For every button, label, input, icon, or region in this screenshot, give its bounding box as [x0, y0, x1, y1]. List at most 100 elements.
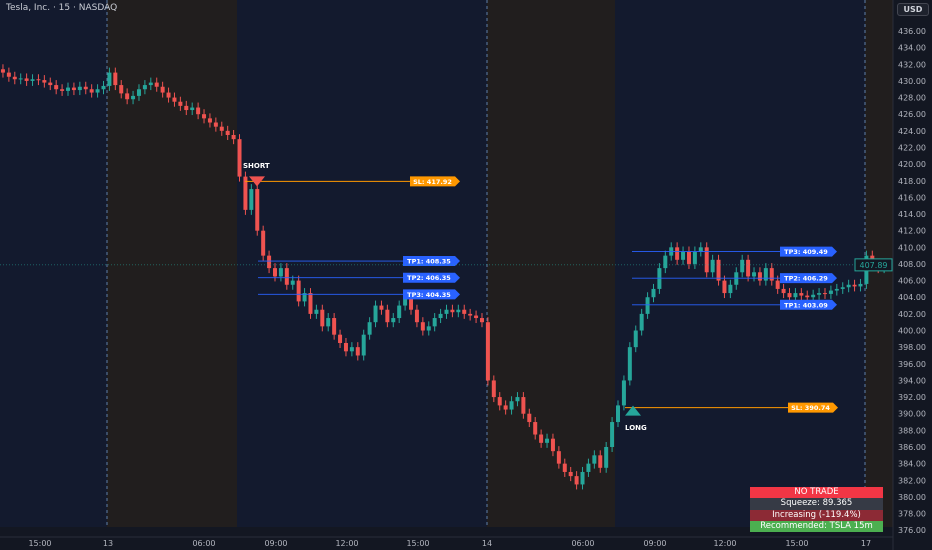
y-tick-label: 414.00	[898, 210, 926, 219]
candle-body	[627, 347, 632, 381]
y-tick-label: 432.00	[898, 60, 926, 69]
take-profit-tag	[780, 299, 837, 310]
candle-body	[166, 92, 171, 98]
candle-body	[781, 288, 786, 294]
candle-body	[249, 189, 254, 210]
candle-body	[403, 297, 408, 306]
candle-body	[852, 284, 857, 287]
candle-body	[432, 318, 437, 327]
y-tick-label: 422.00	[898, 143, 926, 152]
candle-body	[202, 114, 207, 119]
candle-body	[592, 455, 597, 464]
candle-body	[136, 89, 141, 96]
y-tick-label: 400.00	[898, 327, 926, 336]
candle-body	[846, 284, 851, 288]
recommend-row: Recommended: TSLA 15m	[750, 520, 883, 533]
candle-body	[18, 78, 23, 80]
session-background	[615, 0, 865, 527]
x-tick-label: 06:00	[192, 539, 215, 548]
candle-body	[113, 72, 118, 86]
stop-loss-tag	[788, 402, 838, 413]
take-profit-label: TP3: 404.35	[407, 291, 451, 299]
y-tick-label: 434.00	[898, 44, 926, 53]
candle-body	[604, 447, 609, 468]
candle-body	[580, 471, 585, 485]
candle-body	[468, 313, 473, 316]
candle-body	[651, 288, 656, 298]
session-background	[107, 0, 237, 527]
y-tick-label: 398.00	[898, 343, 926, 352]
take-profit-label: TP2: 406.35	[407, 274, 451, 282]
take-profit-label: TP2: 406.29	[784, 275, 828, 283]
y-tick-label: 436.00	[898, 27, 926, 36]
candle-body	[397, 305, 402, 319]
candle-body	[154, 82, 159, 87]
candle-body	[474, 315, 479, 319]
candle-body	[633, 330, 638, 348]
candle-body	[639, 313, 644, 331]
x-tick-label: 15:00	[406, 539, 429, 548]
candle-body	[302, 293, 307, 302]
candle-body	[817, 293, 822, 295]
x-tick-label: 15:00	[28, 539, 51, 548]
candle-body	[225, 130, 230, 135]
candle-body	[811, 294, 816, 298]
candle-body	[320, 309, 325, 327]
candle-body	[367, 322, 372, 335]
candle-body	[77, 86, 82, 91]
candle-body	[497, 397, 502, 406]
signal-label: LONG	[625, 424, 647, 432]
candle-body	[213, 122, 218, 127]
candle-body	[793, 293, 798, 298]
candle-body	[131, 95, 136, 100]
candle-body	[308, 293, 313, 314]
candle-body	[237, 139, 242, 177]
candle-body	[409, 297, 414, 310]
candle-body	[190, 107, 195, 111]
x-tick-label: 09:00	[643, 539, 666, 548]
candle-body	[71, 87, 76, 91]
candle-body	[710, 259, 715, 273]
y-tick-label: 418.00	[898, 177, 926, 186]
candle-body	[562, 463, 567, 472]
candle-body	[332, 318, 337, 335]
candle-body	[255, 189, 260, 231]
long-signal-icon	[625, 405, 641, 416]
x-tick-label: 15:00	[785, 539, 808, 548]
current-price-label: 407.89	[860, 261, 888, 270]
candle-body	[54, 85, 59, 90]
stop-loss-tag	[410, 176, 460, 187]
candle-body	[42, 80, 47, 83]
candle-body	[450, 309, 455, 313]
candle-body	[598, 455, 603, 468]
candle-body	[840, 287, 845, 289]
candle-body	[60, 89, 65, 91]
candle-body	[160, 86, 165, 93]
take-profit-tag	[403, 256, 460, 267]
candle-body	[48, 82, 53, 86]
y-tick-label: 396.00	[898, 360, 926, 369]
candle-body	[178, 101, 183, 106]
candle-body	[148, 82, 153, 86]
y-tick-label: 412.00	[898, 227, 926, 236]
take-profit-label: TP1: 403.09	[784, 301, 828, 309]
candle-body	[338, 334, 343, 343]
y-tick-label: 430.00	[898, 77, 926, 86]
candle-body	[858, 283, 863, 287]
x-tick-label: 14	[482, 539, 492, 548]
y-tick-label: 394.00	[898, 376, 926, 385]
candle-body	[30, 79, 35, 81]
stop-loss-label: SL: 417.92	[413, 178, 452, 186]
candle-body	[698, 247, 703, 252]
candle-body	[834, 288, 839, 291]
x-tick-label: 17	[861, 539, 871, 548]
candle-body	[586, 463, 591, 472]
x-tick-label: 09:00	[264, 539, 287, 548]
candle-body	[521, 397, 526, 414]
candle-body	[6, 72, 11, 77]
candle-body	[479, 318, 484, 323]
candle-body	[261, 230, 266, 256]
currency-button[interactable]: USD	[897, 3, 929, 16]
y-tick-label: 408.00	[898, 260, 926, 269]
